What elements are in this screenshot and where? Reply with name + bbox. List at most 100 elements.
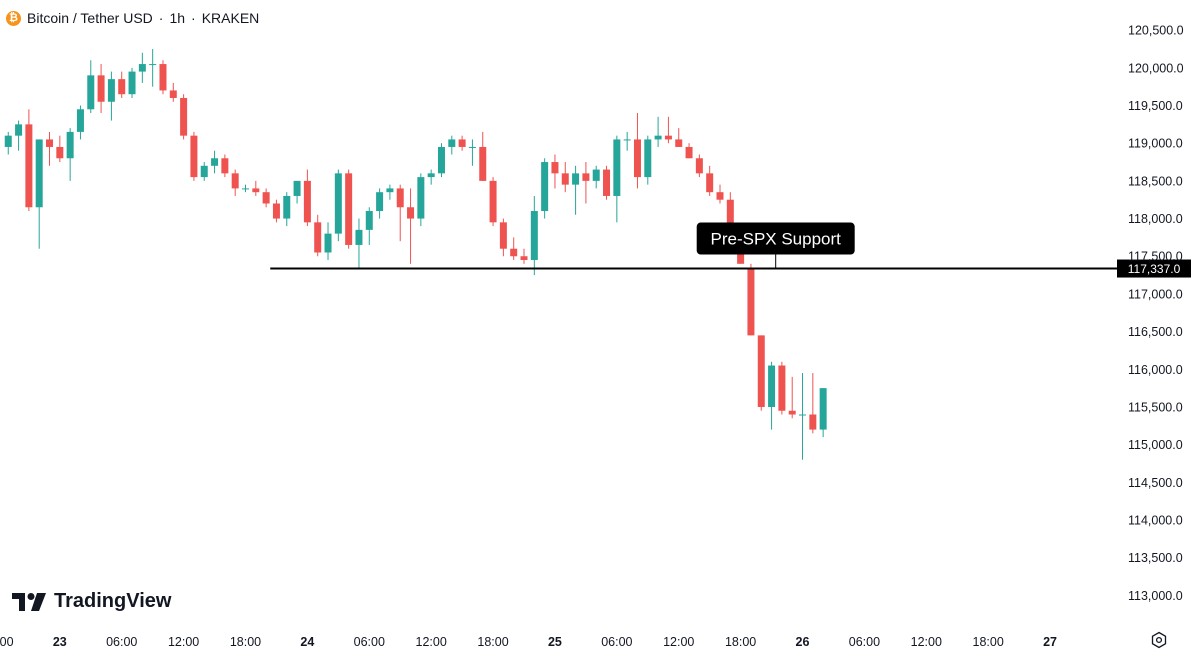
candle-down: [262, 188, 270, 208]
price-axis[interactable]: 120,500.0 120,000.0 119,500.0 119,000.0 118,…: [1128, 24, 1184, 603]
bitcoin-icon: ₿: [6, 10, 21, 26]
candle-up: [66, 128, 74, 181]
candle-body: [169, 90, 177, 98]
candle-body: [241, 188, 249, 190]
candle-body: [262, 192, 270, 204]
candle-body: [159, 64, 167, 91]
candle-down: [603, 165, 611, 200]
candle-body: [324, 233, 332, 253]
candle-up: [15, 120, 23, 151]
y-tick-label: 119,500.0: [1128, 99, 1183, 113]
candle-up: [768, 361, 776, 430]
candle-up: [107, 71, 115, 121]
y-tick-label: 117,000.0: [1128, 287, 1183, 301]
candle-body: [272, 203, 280, 219]
candle-body: [365, 211, 373, 230]
candle-body: [520, 256, 528, 261]
candle-down: [345, 169, 353, 249]
candle-down: [778, 361, 786, 415]
candle-down: [499, 218, 507, 257]
candle-up: [541, 158, 549, 219]
logo-text: TradingView: [54, 590, 172, 612]
x-tick-label: 18:00: [973, 635, 1004, 649]
x-tick-label: 23: [53, 635, 67, 649]
x-tick-label: 06:00: [354, 635, 385, 649]
candle-down: [118, 71, 126, 98]
candle-up: [334, 169, 342, 242]
candle-up: [365, 207, 373, 245]
candle-down: [221, 154, 229, 178]
annotation-label: Pre-SPX Support: [710, 230, 841, 249]
candle-up: [819, 388, 827, 438]
annotation-box[interactable]: [696, 222, 855, 255]
time-axis[interactable]: 18:00 23 06:00 12:00 18:00 24 06:00 12:00 18:00 2…: [0, 635, 1057, 649]
candle-body: [788, 410, 796, 415]
candle-body: [76, 109, 84, 132]
candle-body: [376, 192, 384, 212]
candle-body: [46, 139, 54, 147]
candle-down: [675, 128, 683, 147]
x-tick-label: 18:00: [0, 635, 14, 649]
candle-body: [644, 139, 652, 178]
candle-down: [303, 169, 311, 227]
candle-body: [407, 207, 415, 219]
x-tick-label: 26: [796, 635, 810, 649]
y-tick-label: 117,500.0: [1128, 250, 1183, 264]
candle-body: [479, 146, 487, 181]
tradingview-logo[interactable]: TradingView: [12, 590, 171, 613]
y-tick-label: 114,000.0: [1128, 514, 1183, 528]
candle-up: [355, 218, 363, 268]
candle-body: [211, 158, 219, 166]
candle-body: [221, 158, 229, 174]
candle-body: [633, 139, 641, 178]
candle-body: [345, 173, 353, 245]
candle-body: [15, 124, 23, 136]
y-tick-label: 116,000.0: [1128, 363, 1183, 377]
candle-down: [695, 154, 703, 178]
candle-up: [468, 139, 476, 166]
candle-up: [293, 180, 301, 204]
candle-body: [768, 365, 776, 407]
support-line-layer[interactable]: Pre-SPX Support 117,337.0: [270, 222, 1191, 278]
candle-down: [272, 199, 280, 223]
candle-up: [200, 162, 208, 181]
candle-body: [4, 135, 12, 147]
gear-icon[interactable]: [1150, 631, 1168, 649]
candle-up: [448, 135, 456, 155]
y-tick-label: 118,500.0: [1128, 174, 1183, 188]
candle-down: [664, 116, 672, 144]
y-tick-label: 113,500.0: [1128, 551, 1183, 565]
candle-body: [231, 173, 239, 189]
candle-down: [510, 237, 518, 261]
candle-down: [314, 214, 322, 257]
candle-body: [180, 97, 188, 136]
candle-body: [56, 146, 64, 159]
candle-down: [46, 131, 54, 166]
symbol-header[interactable]: ₿ Bitcoin / Tether USD · 1h · KRAKEN: [6, 7, 259, 29]
candle-body: [35, 139, 43, 208]
candles-layer: [4, 48, 827, 460]
candle-up: [592, 165, 600, 189]
candle-up: [613, 135, 621, 223]
interval-label[interactable]: 1h: [169, 10, 186, 26]
candle-body: [799, 414, 807, 416]
candle-body: [87, 75, 95, 110]
candle-up: [76, 105, 84, 140]
candle-body: [252, 188, 260, 193]
candle-down: [561, 162, 569, 193]
candle-body: [561, 173, 569, 185]
y-tick-label: 118,000.0: [1128, 212, 1183, 226]
candle-body: [623, 139, 631, 141]
candle-up: [654, 116, 662, 147]
candle-up: [530, 195, 538, 276]
candle-body: [293, 180, 301, 196]
x-tick-label: 18:00: [230, 635, 261, 649]
x-tick-label: 25: [548, 635, 562, 649]
candle-down: [685, 143, 693, 159]
candle-body: [448, 139, 456, 147]
candle-body: [97, 75, 105, 102]
y-tick-label: 116,500.0: [1128, 325, 1183, 339]
candle-up: [427, 169, 435, 185]
